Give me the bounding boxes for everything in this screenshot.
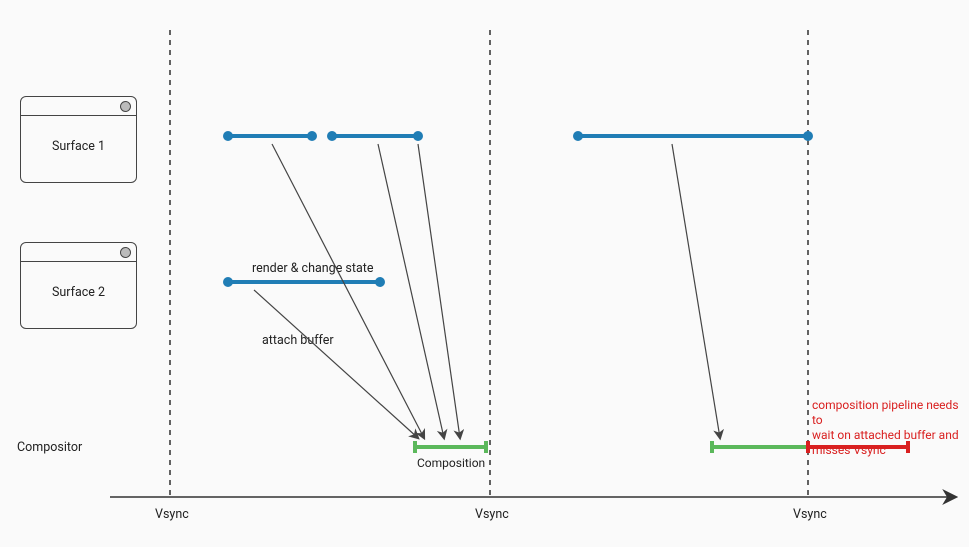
blue-bar-3-cap: [223, 277, 233, 287]
diagram-svg: [0, 0, 969, 547]
blue-bar-2-cap: [573, 131, 583, 141]
arrow-3: [254, 290, 418, 438]
arrow-1: [378, 144, 444, 438]
arrow-4: [672, 144, 720, 438]
blue-bar-2-cap: [803, 131, 813, 141]
blue-bar-1-cap: [413, 131, 423, 141]
blue-bar-3-cap: [375, 277, 385, 287]
blue-bar-0-cap: [223, 131, 233, 141]
arrow-2: [418, 144, 460, 438]
blue-bar-1-cap: [327, 131, 337, 141]
arrow-0: [272, 144, 424, 438]
blue-bar-0-cap: [307, 131, 317, 141]
